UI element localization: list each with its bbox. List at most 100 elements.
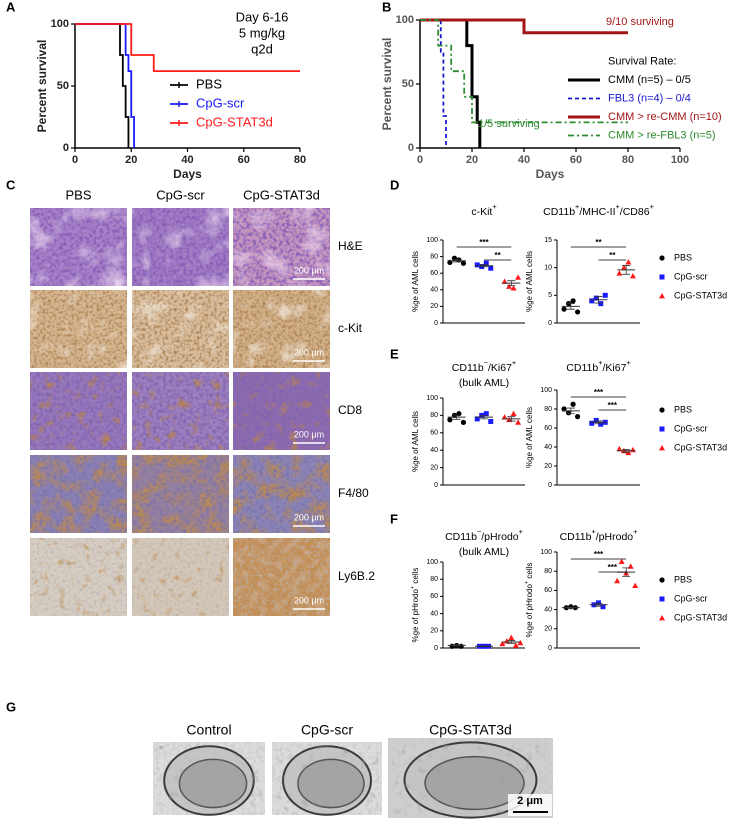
legend-label: CpG-STAT3d [196, 114, 273, 129]
y-tick-label: 40 [430, 610, 438, 617]
legend-marker [659, 274, 665, 280]
y-tick-label: 0 [434, 320, 438, 327]
legend-label: PBS [674, 252, 692, 262]
data-point [614, 577, 621, 584]
chart-title: CD11b−/pHrodo+ [445, 527, 523, 542]
data-point [474, 262, 480, 268]
y-tick-label: 40 [430, 447, 438, 454]
data-point [460, 260, 467, 266]
y-tick-label: 5 [548, 292, 552, 299]
column-header: CpG-scr [156, 187, 205, 202]
data-point [616, 270, 623, 276]
scale-bar-label: 200 μm [294, 347, 324, 357]
data-point [561, 406, 567, 412]
data-point [517, 639, 524, 646]
chart-title: CD11b+/Ki67+ [566, 358, 630, 373]
error-bar [594, 602, 603, 607]
data-point [512, 642, 519, 648]
texture [30, 538, 127, 616]
y-tick-label: 80 [430, 253, 438, 260]
texture [30, 455, 127, 533]
error-bar [622, 448, 631, 453]
data-point [570, 298, 576, 304]
error-bar [480, 264, 488, 268]
y-tick-label: 100 [426, 395, 438, 402]
data-point [618, 558, 625, 564]
x-axis-label: Days [173, 167, 202, 181]
data-point [593, 295, 599, 301]
legend-title: Survival Rate: [608, 55, 676, 67]
chart-subtitle: (bulk AML) [459, 546, 509, 558]
legend-marker [659, 255, 665, 261]
data-point [488, 265, 494, 271]
x-tick-label: 40 [518, 154, 530, 166]
data-point [600, 604, 606, 610]
data-point [616, 445, 623, 452]
y-tick-label: 80 [430, 576, 438, 583]
significance-label: *** [479, 238, 489, 247]
texture [132, 372, 229, 450]
y-tick-label: 100 [540, 549, 552, 556]
y-tick-label: 60 [544, 587, 552, 594]
y-tick-label: 100 [426, 237, 438, 244]
x-tick-label: 0 [72, 154, 78, 166]
data-point [451, 255, 458, 261]
y-axis-label: Percent survival [35, 40, 49, 133]
legend-label: CpG-scr [674, 423, 708, 433]
data-point [574, 414, 581, 420]
y-tick-label: 0 [548, 482, 552, 489]
data-point [458, 643, 464, 649]
y-tick-label: 20 [430, 464, 438, 471]
legend-label: PBS [674, 574, 692, 584]
row-label: Ly6B.2 [338, 569, 375, 583]
survival-curve [420, 19, 628, 124]
significance-label: ** [609, 251, 616, 260]
data-point [589, 298, 595, 304]
legend-marker [659, 407, 665, 413]
survival-curve [75, 23, 300, 73]
error-bar [566, 606, 575, 609]
x-tick-label: 40 [181, 154, 193, 166]
data-point [602, 292, 608, 298]
scale-bar-label: 2 μm [517, 795, 543, 807]
data-point [456, 411, 462, 417]
data-point [501, 414, 508, 420]
y-tick-label: 20 [430, 628, 438, 635]
texture [30, 372, 127, 450]
significance-label: ** [495, 251, 502, 260]
y-axis-label: %ge of pHrodo+ cells [410, 568, 420, 643]
significance-label: ** [595, 238, 602, 247]
panel-label: C [6, 177, 16, 192]
data-point [510, 410, 517, 417]
texture [30, 290, 127, 368]
legend-label: CMM > re-FBL3 (n=5) [608, 129, 716, 141]
x-axis-label: Days [536, 167, 565, 181]
data-point [596, 600, 601, 606]
em-label: CpG-STAT3d [429, 722, 512, 738]
texture [132, 538, 229, 616]
chart-title: CD11b+/pHrodo+ [560, 527, 638, 542]
texture [233, 372, 330, 450]
legend-marker [659, 596, 665, 602]
y-tick-label: 50 [402, 78, 414, 90]
column-header: PBS [65, 187, 91, 202]
y-tick-label: 60 [544, 425, 552, 432]
data-point [515, 419, 522, 425]
data-point [570, 401, 576, 407]
y-tick-label: 15 [544, 237, 552, 244]
legend-marker [659, 426, 665, 432]
error-bar [480, 645, 488, 647]
error-bar [452, 644, 461, 647]
texture [233, 538, 330, 616]
x-tick-label: 20 [466, 154, 478, 166]
scale-bar-bg [508, 794, 552, 816]
legend-label: FBL3 (n=4) – 0/4 [608, 92, 691, 104]
y-tick-label: 40 [430, 287, 438, 294]
texture [132, 455, 229, 533]
data-point [574, 309, 581, 315]
column-header: CpG-STAT3d [243, 187, 320, 202]
y-tick-label: 20 [430, 303, 438, 310]
data-point [474, 416, 480, 422]
data-point [632, 582, 639, 588]
panel-label: G [6, 699, 16, 714]
